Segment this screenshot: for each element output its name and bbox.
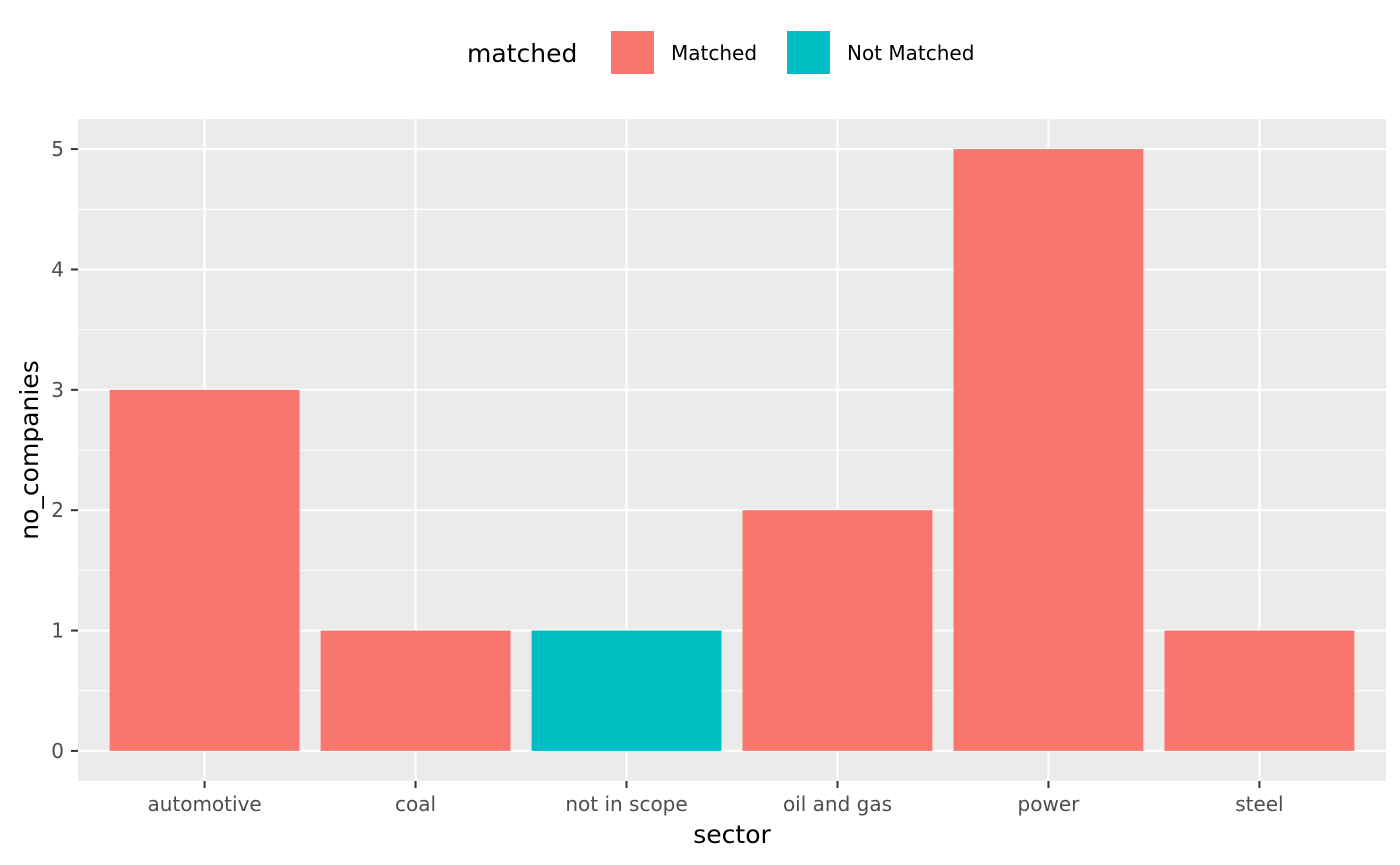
x-tick-label: not in scope [565,792,687,816]
y-axis-title: no_companies [15,360,44,539]
y-tick-label: 1 [51,619,64,643]
bar-steel [1164,630,1355,751]
bar-oil-and-gas [742,510,933,751]
y-tick-label: 4 [51,257,64,281]
bar-not-in-scope [531,630,722,751]
x-tick-label: oil and gas [783,792,892,816]
bar-power [953,149,1144,751]
x-tick-label: steel [1235,792,1283,816]
x-tick-label: coal [395,792,436,816]
legend-title: matched [467,39,577,68]
y-tick-label: 5 [51,137,64,161]
x-axis: automotive coal not in scope oil and gas pow… [147,781,1284,816]
y-tick-label: 2 [51,498,64,522]
bar-coal [320,630,511,751]
y-axis: 0 1 2 3 4 5 [51,137,78,763]
legend-label-not-matched: Not Matched [847,41,974,65]
y-tick-label: 0 [51,739,64,763]
x-tick-label: power [1018,792,1081,816]
legend: matched Matched Not Matched [467,31,974,74]
y-tick-label: 3 [51,378,64,402]
legend-label-matched: Matched [671,41,757,65]
bar-automotive [109,389,300,751]
x-axis-title: sector [693,820,771,849]
legend-key-matched [611,31,654,74]
legend-key-not-matched [787,31,830,74]
x-tick-label: automotive [147,792,261,816]
bars [109,149,1355,751]
